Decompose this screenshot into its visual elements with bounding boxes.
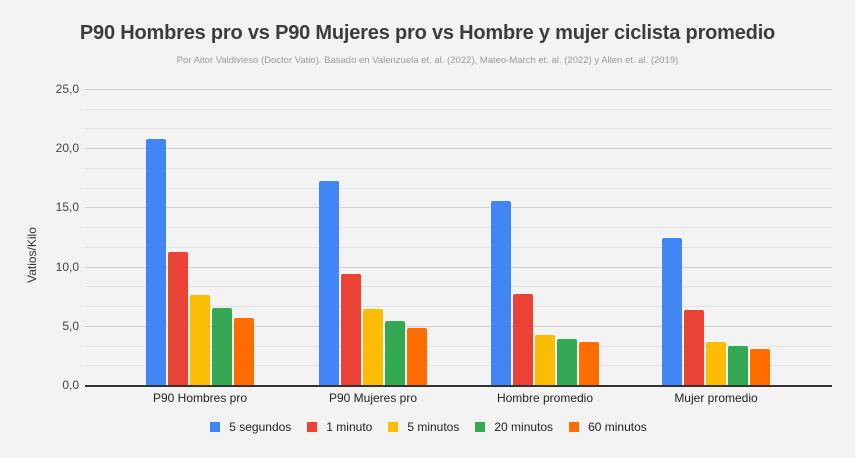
legend-swatch-icon [569,422,580,432]
bar[interactable] [728,345,749,385]
bar[interactable] [661,238,682,385]
legend-item[interactable]: 60 minutos [569,420,647,434]
major-gridline [85,89,832,90]
y-axis-label: Vatios/Kilo [25,227,39,283]
bar[interactable] [683,310,704,385]
minor-gridline [85,345,832,347]
minor-gridline [85,187,832,189]
y-tick-label: 5,0 [62,318,79,333]
bar[interactable] [318,181,339,385]
minor-gridline [85,128,832,130]
bar[interactable] [407,328,428,385]
bar[interactable] [557,338,578,385]
chart-subtitle: Por Aitor Valdivieso (Doctor Vatio). Bas… [176,55,679,66]
x-tick-label: P90 Hombres pro [152,391,248,405]
y-tick-label: 20,0 [55,141,79,156]
major-gridline [85,207,832,209]
bar-group [661,89,771,385]
x-tick-label: P90 Mujeres pro [328,391,418,405]
bar[interactable] [750,349,771,385]
bar[interactable] [167,252,188,385]
bar-group [318,89,428,385]
y-tick-label: 0,0 [62,378,79,392]
y-tick-label: 25,0 [55,82,79,96]
bar[interactable] [212,308,233,385]
bar[interactable] [189,295,210,385]
legend-label: 1 minuto [326,420,373,434]
bar[interactable] [705,342,726,385]
x-axis-baseline [85,385,832,387]
minor-gridline [85,108,832,110]
legend-item[interactable]: 20 minutos [475,420,553,434]
legend-swatch-icon [475,422,486,432]
y-tick-label: 15,0 [55,200,79,215]
y-tick-label: 10,0 [55,259,79,274]
minor-gridline [85,306,832,308]
bar[interactable] [385,321,406,385]
bar[interactable] [234,317,255,385]
x-tick-label: Mujer promedio [674,391,758,405]
bar-group [490,89,600,385]
legend-label: 5 minutos [407,420,460,434]
legend-swatch-icon [388,422,399,432]
minor-gridline [85,286,832,288]
bar[interactable] [145,138,166,385]
major-gridline [85,325,832,327]
x-tick-label: Hombre promedio [496,391,594,405]
legend-swatch-icon [210,422,221,432]
major-gridline [85,148,832,150]
bar[interactable] [490,201,511,385]
minor-gridline [85,227,832,229]
bar[interactable] [512,293,533,385]
legend-label: 20 minutos [494,420,554,434]
bar[interactable] [534,335,555,385]
plot-area [85,89,832,387]
major-gridline [85,266,832,268]
legend: 5 segundos 1 minuto 5 minutos 20 minutos 60 … [0,420,855,434]
minor-gridline [85,246,832,248]
legend-swatch-icon [307,422,318,432]
minor-gridline [85,167,832,169]
legend-label: 5 segundos [229,420,292,434]
legend-label: 60 minutos [588,420,647,434]
legend-item[interactable]: 5 segundos [210,420,291,434]
minor-gridline [85,365,832,367]
bar[interactable] [579,342,600,385]
legend-item[interactable]: 5 minutos [388,420,459,434]
bar[interactable] [340,273,361,385]
legend-item[interactable]: 1 minuto [307,420,372,434]
bar-group [145,89,255,385]
chart-title: P90 Hombres pro vs P90 Mujeres pro vs Ho… [79,22,776,44]
bar[interactable] [362,309,383,385]
